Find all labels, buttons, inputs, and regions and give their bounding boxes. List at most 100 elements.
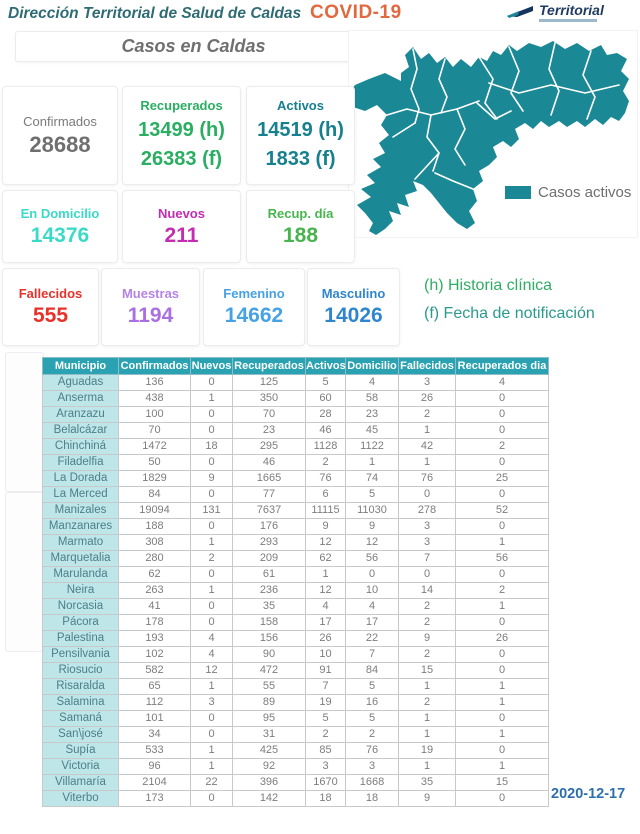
table-row: Filadelfia 50 0 46 2 1 1 0 xyxy=(42,454,549,471)
value-cell: 176 xyxy=(232,518,306,535)
card-activos-value-f: 1833 (f) xyxy=(265,147,336,170)
card-muestras: Muestras 1194 xyxy=(101,268,200,346)
value-cell: 2 xyxy=(345,726,399,743)
table-row: Aguadas 136 0 125 5 4 3 4 xyxy=(42,374,549,391)
value-cell: 0 xyxy=(190,422,233,439)
value-cell: 96 xyxy=(118,758,191,775)
value-cell: 1 xyxy=(398,678,456,695)
value-cell: 0 xyxy=(190,710,233,727)
card-masculino: Masculino 14026 xyxy=(307,268,400,346)
value-cell: 23 xyxy=(345,406,399,423)
value-cell: 125 xyxy=(232,374,306,391)
value-cell: 15 xyxy=(398,662,456,679)
municipio-cell: Marulanda xyxy=(42,566,119,583)
municipio-cell: Filadelfia xyxy=(42,454,119,471)
value-cell: 1 xyxy=(398,726,456,743)
value-cell: 4 xyxy=(190,630,233,647)
logo-text: Territorial xyxy=(539,2,604,18)
value-cell: 1 xyxy=(190,758,233,775)
value-cell: 0 xyxy=(455,518,549,535)
municipio-cell: La Dorada xyxy=(42,470,119,487)
card-en-domicilio-label: En Domicilio xyxy=(20,205,100,221)
value-cell: 156 xyxy=(232,630,306,647)
map-legend: Casos activos xyxy=(505,184,631,201)
value-cell: 70 xyxy=(118,422,191,439)
value-cell: 35 xyxy=(232,598,306,615)
value-cell: 9 xyxy=(305,518,346,535)
value-cell: 236 xyxy=(232,582,306,599)
value-cell: 0 xyxy=(190,790,233,807)
card-femenino-label: Femenino xyxy=(223,286,285,301)
municipio-cell: Marmato xyxy=(42,534,119,551)
page-title: Dirección Territorial de Salud de Caldas xyxy=(8,5,302,22)
municipality-table: Municipio Confirmados Nuevos Recuperados Act… xyxy=(42,357,549,807)
card-fallecidos-value: 555 xyxy=(32,304,69,327)
value-cell: 9 xyxy=(345,518,399,535)
value-cell: 278 xyxy=(398,502,456,519)
value-cell: 2 xyxy=(398,598,456,615)
value-cell: 12 xyxy=(305,582,346,599)
value-cell: 90 xyxy=(232,646,306,663)
card-recuperados: Recuperados 13499 (h) 26383 (f) xyxy=(122,86,241,185)
card-recuperados-value-f: 26383 (f) xyxy=(140,147,223,170)
value-cell: 26 xyxy=(455,630,549,647)
table-row: Salamina 112 3 89 19 16 2 1 xyxy=(42,694,549,711)
value-cell: 0 xyxy=(455,742,549,759)
value-cell: 4 xyxy=(345,374,399,391)
value-cell: 0 xyxy=(455,422,549,439)
table-row: Supía 533 1 425 85 76 19 0 xyxy=(42,742,549,759)
card-recup-dia: Recup. día 188 xyxy=(246,190,355,263)
column-header: Nuevos xyxy=(190,357,233,375)
municipio-cell: Victoria xyxy=(42,758,119,775)
value-cell: 12 xyxy=(190,662,233,679)
value-cell: 0 xyxy=(455,390,549,407)
municipio-cell: Manzanares xyxy=(42,518,119,535)
value-cell: 2 xyxy=(455,582,549,599)
logo-tagline-bar xyxy=(539,19,597,22)
municipio-cell: Marquetalia xyxy=(42,550,119,567)
value-cell: 1 xyxy=(398,422,456,439)
municipio-cell: Risaralda xyxy=(42,678,119,695)
column-header: Municipio xyxy=(42,357,119,375)
value-cell: 3 xyxy=(305,758,346,775)
value-cell: 0 xyxy=(455,646,549,663)
value-cell: 4 xyxy=(190,646,233,663)
card-activos-value-h: 14519 (h) xyxy=(257,118,344,141)
value-cell: 1829 xyxy=(118,470,191,487)
card-en-domicilio-value: 14376 xyxy=(30,223,90,247)
value-cell: 0 xyxy=(455,710,549,727)
value-cell: 0 xyxy=(190,566,233,583)
value-cell: 10 xyxy=(345,582,399,599)
column-header: Domicilio xyxy=(345,357,399,375)
value-cell: 12 xyxy=(305,534,346,551)
card-recuperados-label: Recuperados xyxy=(140,97,223,113)
value-cell: 7 xyxy=(398,550,456,567)
value-cell: 34 xyxy=(118,726,191,743)
value-cell: 58 xyxy=(345,390,399,407)
card-recuperados-value-h: 13499 (h) xyxy=(138,118,225,141)
municipio-cell: Anserma xyxy=(42,390,119,407)
table-row: Marquetalia 280 2 209 62 56 7 56 xyxy=(42,550,549,567)
card-confirmados: Confirmados 28688 xyxy=(2,86,118,185)
table-row: Belalcázar 70 0 23 46 45 1 0 xyxy=(42,422,549,439)
value-cell: 19 xyxy=(305,694,346,711)
value-cell: 3 xyxy=(398,374,456,391)
value-cell: 9 xyxy=(398,630,456,647)
card-nuevos-value: 211 xyxy=(164,223,199,247)
card-activos-label: Activos xyxy=(277,97,324,113)
value-cell: 5 xyxy=(345,678,399,695)
table-row: Palestina 193 4 156 26 22 9 26 xyxy=(42,630,549,647)
card-fallecidos: Fallecidos 555 xyxy=(2,268,99,346)
value-cell: 0 xyxy=(455,406,549,423)
value-cell: 0 xyxy=(190,614,233,631)
value-cell: 1 xyxy=(455,758,549,775)
municipio-cell: Viterbo xyxy=(42,790,119,807)
value-cell: 46 xyxy=(305,422,346,439)
table-row: La Dorada 1829 9 1665 76 74 76 25 xyxy=(42,470,549,487)
municipio-cell: Chinchiná xyxy=(42,438,119,455)
value-cell: 11030 xyxy=(345,502,399,519)
value-cell: 1 xyxy=(190,582,233,599)
municipio-cell: Belalcázar xyxy=(42,422,119,439)
value-cell: 308 xyxy=(118,534,191,551)
